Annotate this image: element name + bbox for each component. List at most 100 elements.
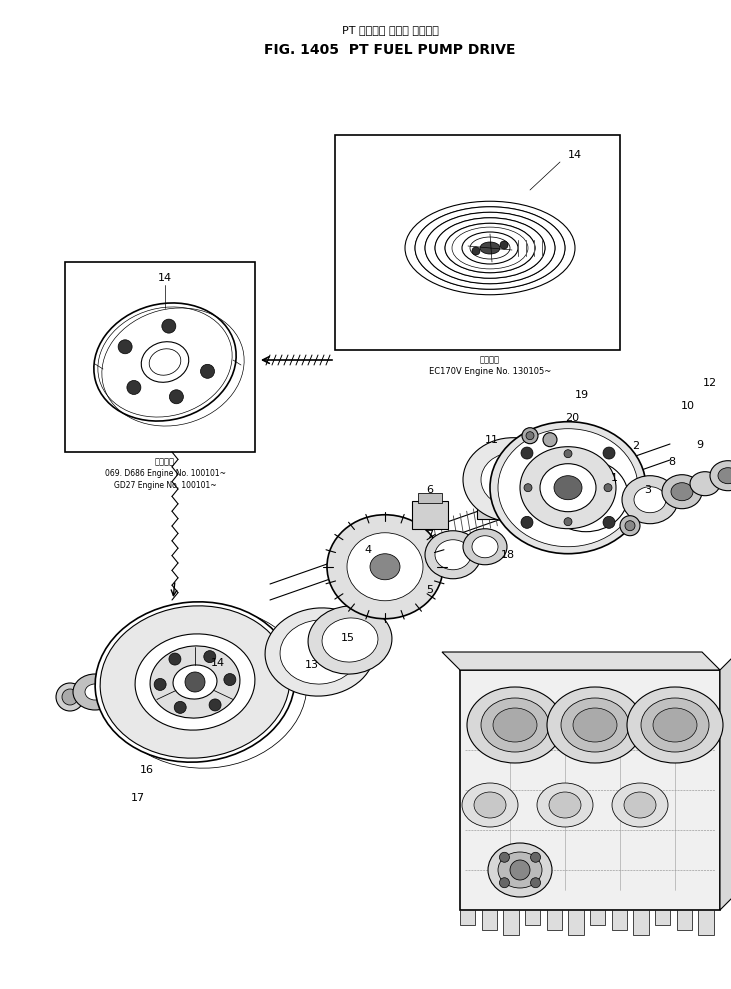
Circle shape: [603, 516, 615, 528]
Text: 18: 18: [501, 550, 515, 560]
Ellipse shape: [425, 213, 555, 284]
Circle shape: [174, 701, 186, 713]
Ellipse shape: [415, 207, 565, 289]
Polygon shape: [720, 652, 731, 910]
Text: 3: 3: [645, 485, 651, 495]
Bar: [335, 135, 620, 350]
Bar: [460, 910, 475, 925]
Ellipse shape: [265, 608, 375, 696]
Circle shape: [604, 484, 612, 492]
Circle shape: [564, 517, 572, 526]
Ellipse shape: [490, 421, 646, 554]
Ellipse shape: [498, 428, 638, 547]
Text: 8: 8: [668, 457, 675, 467]
Text: 20: 20: [565, 413, 579, 423]
Ellipse shape: [467, 687, 563, 763]
Ellipse shape: [94, 303, 236, 421]
Text: 13: 13: [305, 660, 319, 670]
Ellipse shape: [634, 487, 666, 512]
Circle shape: [499, 877, 510, 888]
Circle shape: [56, 683, 84, 711]
Circle shape: [564, 450, 572, 458]
Ellipse shape: [463, 438, 563, 522]
Ellipse shape: [347, 533, 423, 600]
Text: 4: 4: [365, 545, 371, 555]
Ellipse shape: [653, 708, 697, 742]
Text: 10: 10: [681, 401, 695, 411]
Circle shape: [224, 674, 236, 685]
Ellipse shape: [690, 472, 720, 495]
Text: 069. D686 Engine No. 100101~: 069. D686 Engine No. 100101~: [105, 470, 225, 479]
Bar: [482, 496, 522, 502]
Bar: [418, 493, 442, 503]
Ellipse shape: [322, 618, 378, 662]
Circle shape: [154, 678, 166, 690]
Circle shape: [472, 247, 480, 255]
Text: EC170V Engine No. 130105~: EC170V Engine No. 130105~: [429, 368, 551, 377]
Ellipse shape: [135, 634, 255, 730]
Bar: [698, 910, 713, 935]
Ellipse shape: [718, 468, 731, 484]
Text: 11: 11: [485, 435, 499, 445]
Bar: [460, 670, 720, 910]
Text: 9: 9: [697, 440, 703, 450]
Ellipse shape: [641, 698, 709, 752]
Text: PT フュエル ポンプ ドライブ: PT フュエル ポンプ ドライブ: [341, 25, 439, 35]
Circle shape: [521, 516, 533, 528]
Text: 19: 19: [575, 390, 589, 400]
Text: 14: 14: [211, 658, 225, 668]
Circle shape: [603, 447, 615, 459]
Text: 17: 17: [131, 793, 145, 803]
Ellipse shape: [370, 554, 400, 580]
Ellipse shape: [481, 698, 549, 752]
Ellipse shape: [308, 606, 392, 674]
Text: 7: 7: [426, 530, 433, 540]
Ellipse shape: [149, 349, 181, 375]
Circle shape: [127, 381, 141, 395]
Text: 1: 1: [610, 473, 618, 483]
Circle shape: [204, 651, 216, 663]
Circle shape: [118, 340, 132, 354]
Ellipse shape: [671, 483, 693, 500]
Ellipse shape: [537, 783, 593, 827]
Ellipse shape: [141, 342, 189, 383]
Ellipse shape: [547, 687, 643, 763]
Ellipse shape: [425, 531, 481, 579]
Bar: [677, 910, 692, 930]
Ellipse shape: [622, 476, 678, 524]
Circle shape: [200, 364, 214, 379]
Ellipse shape: [327, 514, 443, 619]
Ellipse shape: [435, 218, 545, 278]
Ellipse shape: [480, 242, 500, 254]
Circle shape: [625, 520, 635, 531]
Bar: [504, 910, 518, 935]
Text: 14: 14: [568, 150, 582, 160]
Circle shape: [531, 853, 540, 862]
Ellipse shape: [481, 453, 545, 506]
Ellipse shape: [472, 536, 498, 558]
Ellipse shape: [462, 783, 518, 827]
Bar: [655, 910, 670, 925]
Circle shape: [531, 877, 540, 888]
Circle shape: [499, 853, 510, 862]
Ellipse shape: [445, 224, 535, 273]
Circle shape: [543, 433, 557, 447]
Ellipse shape: [95, 602, 295, 763]
Circle shape: [510, 860, 530, 880]
Bar: [482, 910, 497, 930]
Ellipse shape: [73, 674, 117, 710]
Ellipse shape: [627, 687, 723, 763]
Ellipse shape: [150, 646, 240, 718]
Circle shape: [500, 241, 508, 249]
Bar: [525, 910, 540, 925]
Polygon shape: [442, 652, 720, 670]
Ellipse shape: [100, 606, 290, 759]
Circle shape: [524, 484, 532, 492]
Ellipse shape: [452, 227, 528, 269]
Text: GD27 Engine No. 100101~: GD27 Engine No. 100101~: [114, 481, 216, 490]
Ellipse shape: [612, 783, 668, 827]
Ellipse shape: [173, 665, 217, 699]
Circle shape: [62, 689, 78, 705]
Ellipse shape: [520, 447, 616, 529]
Text: 14: 14: [158, 273, 172, 283]
